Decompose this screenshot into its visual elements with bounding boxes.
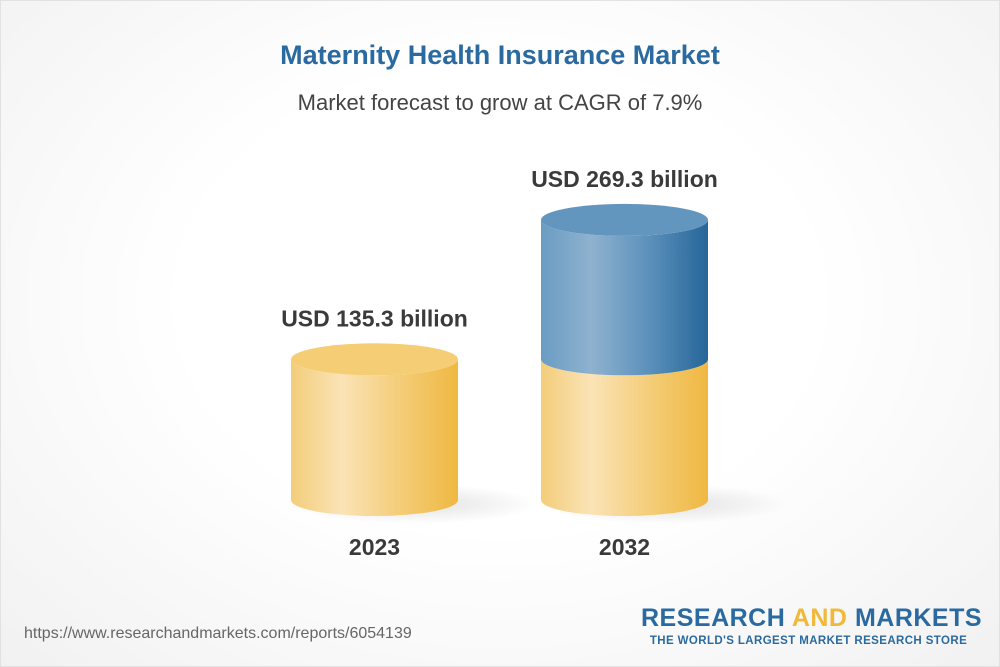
logo-text-and: AND — [791, 604, 848, 632]
research-and-markets-logo: RESEARCH AND MARKETS THE WORLD'S LARGEST… — [641, 604, 982, 647]
bar-2032-top — [541, 203, 708, 236]
category-label-2032: 2032 — [599, 534, 650, 560]
logo-tagline: THE WORLD'S LARGEST MARKET RESEARCH STOR… — [649, 635, 968, 647]
bar-2032-base-segment — [541, 359, 708, 516]
bar-2023-top — [291, 343, 458, 376]
logo-text-research: RESEARCH — [641, 604, 792, 632]
chart-subtitle: Market forecast to grow at CAGR of 7.9% — [297, 90, 703, 115]
data-label-2023: USD 135.3 billion — [281, 305, 468, 331]
data-label-2032: USD 269.3 billion — [531, 166, 718, 192]
category-label-2023: 2023 — [349, 534, 400, 560]
chart-title: Maternity Health Insurance Market — [280, 40, 720, 70]
bar-2032-growth-segment — [541, 219, 708, 376]
report-url[interactable]: https://www.researchandmarkets.com/repor… — [24, 625, 412, 642]
bar-2023 — [291, 359, 459, 516]
logo-text-markets: MARKETS — [847, 604, 983, 632]
